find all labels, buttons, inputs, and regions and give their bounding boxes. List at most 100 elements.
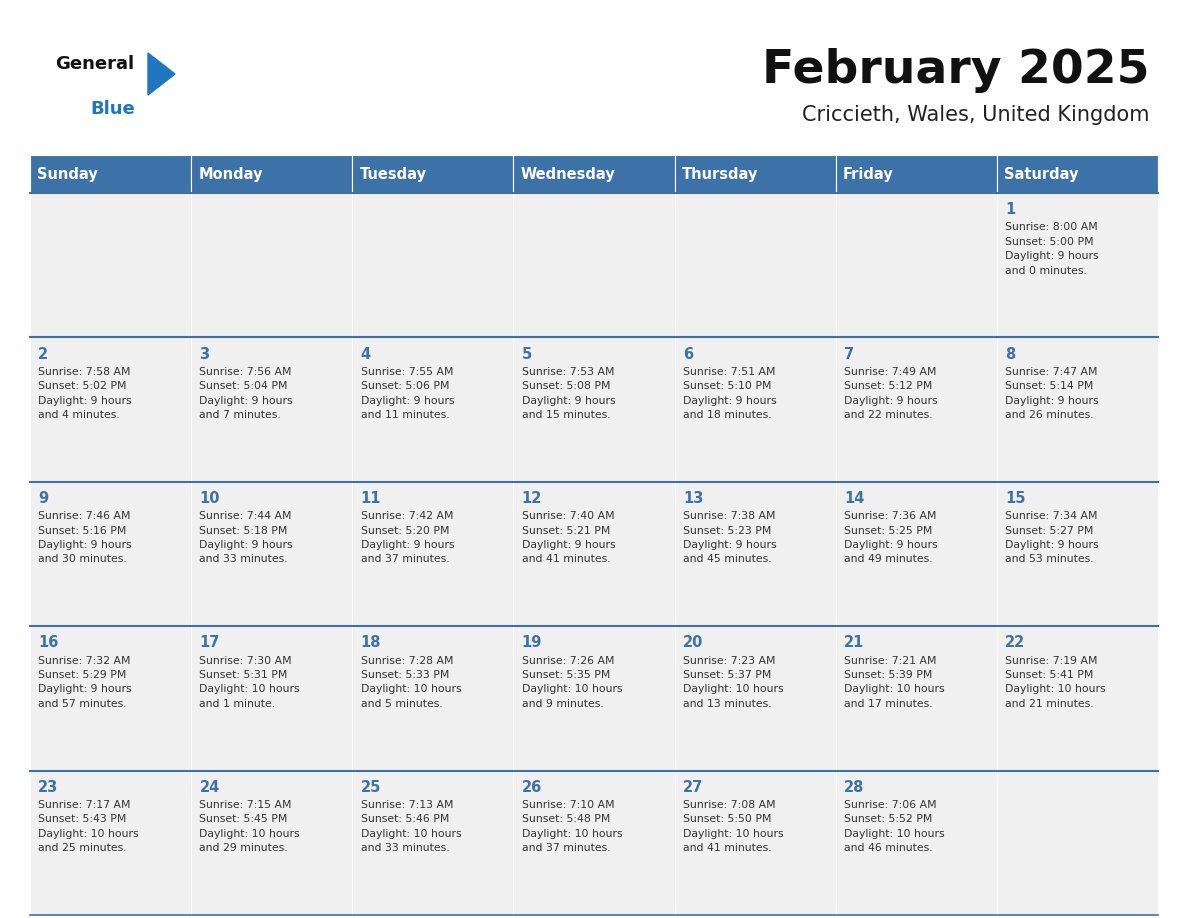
Bar: [513, 155, 675, 193]
Text: Friday: Friday: [842, 166, 893, 182]
Bar: [835, 626, 997, 770]
Bar: [997, 193, 1158, 338]
Bar: [513, 626, 675, 770]
Bar: [191, 482, 353, 626]
Text: Sunrise: 7:56 AM
Sunset: 5:04 PM
Daylight: 9 hours
and 7 minutes.: Sunrise: 7:56 AM Sunset: 5:04 PM Dayligh…: [200, 367, 293, 420]
Text: Sunrise: 7:06 AM
Sunset: 5:52 PM
Daylight: 10 hours
and 46 minutes.: Sunrise: 7:06 AM Sunset: 5:52 PM Dayligh…: [843, 800, 944, 853]
Bar: [675, 626, 835, 770]
Text: 16: 16: [38, 635, 58, 650]
Bar: [353, 770, 513, 915]
Bar: [191, 193, 353, 338]
Text: 24: 24: [200, 779, 220, 795]
Bar: [997, 155, 1158, 193]
Text: Sunday: Sunday: [37, 166, 97, 182]
Text: Sunrise: 7:26 AM
Sunset: 5:35 PM
Daylight: 10 hours
and 9 minutes.: Sunrise: 7:26 AM Sunset: 5:35 PM Dayligh…: [522, 655, 623, 709]
Bar: [513, 770, 675, 915]
Text: Sunrise: 7:34 AM
Sunset: 5:27 PM
Daylight: 9 hours
and 53 minutes.: Sunrise: 7:34 AM Sunset: 5:27 PM Dayligh…: [1005, 511, 1099, 565]
Text: 6: 6: [683, 347, 693, 362]
Bar: [513, 338, 675, 482]
Text: 13: 13: [683, 491, 703, 506]
Bar: [513, 482, 675, 626]
Bar: [353, 193, 513, 338]
Text: Sunrise: 8:00 AM
Sunset: 5:00 PM
Daylight: 9 hours
and 0 minutes.: Sunrise: 8:00 AM Sunset: 5:00 PM Dayligh…: [1005, 222, 1099, 275]
Text: Sunrise: 7:51 AM
Sunset: 5:10 PM
Daylight: 9 hours
and 18 minutes.: Sunrise: 7:51 AM Sunset: 5:10 PM Dayligh…: [683, 367, 777, 420]
Text: Criccieth, Wales, United Kingdom: Criccieth, Wales, United Kingdom: [803, 105, 1150, 125]
Bar: [353, 155, 513, 193]
Text: Sunrise: 7:23 AM
Sunset: 5:37 PM
Daylight: 10 hours
and 13 minutes.: Sunrise: 7:23 AM Sunset: 5:37 PM Dayligh…: [683, 655, 784, 709]
Bar: [675, 770, 835, 915]
Text: General: General: [55, 55, 134, 73]
Text: 23: 23: [38, 779, 58, 795]
Text: 27: 27: [683, 779, 703, 795]
Bar: [675, 338, 835, 482]
Text: 1: 1: [1005, 202, 1016, 218]
Text: Sunrise: 7:30 AM
Sunset: 5:31 PM
Daylight: 10 hours
and 1 minute.: Sunrise: 7:30 AM Sunset: 5:31 PM Dayligh…: [200, 655, 301, 709]
Text: 9: 9: [38, 491, 49, 506]
Text: 7: 7: [843, 347, 854, 362]
Bar: [835, 193, 997, 338]
Bar: [191, 626, 353, 770]
Bar: [30, 338, 191, 482]
Bar: [835, 482, 997, 626]
Text: Sunrise: 7:47 AM
Sunset: 5:14 PM
Daylight: 9 hours
and 26 minutes.: Sunrise: 7:47 AM Sunset: 5:14 PM Dayligh…: [1005, 367, 1099, 420]
Text: Sunrise: 7:13 AM
Sunset: 5:46 PM
Daylight: 10 hours
and 33 minutes.: Sunrise: 7:13 AM Sunset: 5:46 PM Dayligh…: [361, 800, 461, 853]
Bar: [997, 626, 1158, 770]
Text: 25: 25: [361, 779, 381, 795]
Text: 14: 14: [843, 491, 865, 506]
Bar: [191, 338, 353, 482]
Text: 22: 22: [1005, 635, 1025, 650]
Bar: [191, 770, 353, 915]
Bar: [675, 482, 835, 626]
Bar: [30, 193, 191, 338]
Text: Sunrise: 7:36 AM
Sunset: 5:25 PM
Daylight: 9 hours
and 49 minutes.: Sunrise: 7:36 AM Sunset: 5:25 PM Dayligh…: [843, 511, 937, 565]
Text: 17: 17: [200, 635, 220, 650]
Text: Sunrise: 7:44 AM
Sunset: 5:18 PM
Daylight: 9 hours
and 33 minutes.: Sunrise: 7:44 AM Sunset: 5:18 PM Dayligh…: [200, 511, 293, 565]
Text: 19: 19: [522, 635, 542, 650]
Bar: [835, 155, 997, 193]
Text: Monday: Monday: [198, 166, 263, 182]
Text: Sunrise: 7:17 AM
Sunset: 5:43 PM
Daylight: 10 hours
and 25 minutes.: Sunrise: 7:17 AM Sunset: 5:43 PM Dayligh…: [38, 800, 139, 853]
Text: 12: 12: [522, 491, 542, 506]
Bar: [835, 770, 997, 915]
Text: Sunrise: 7:53 AM
Sunset: 5:08 PM
Daylight: 9 hours
and 15 minutes.: Sunrise: 7:53 AM Sunset: 5:08 PM Dayligh…: [522, 367, 615, 420]
Text: 18: 18: [361, 635, 381, 650]
Text: 28: 28: [843, 779, 865, 795]
Bar: [997, 338, 1158, 482]
Bar: [30, 770, 191, 915]
Text: Sunrise: 7:19 AM
Sunset: 5:41 PM
Daylight: 10 hours
and 21 minutes.: Sunrise: 7:19 AM Sunset: 5:41 PM Dayligh…: [1005, 655, 1106, 709]
Text: Sunrise: 7:32 AM
Sunset: 5:29 PM
Daylight: 9 hours
and 57 minutes.: Sunrise: 7:32 AM Sunset: 5:29 PM Dayligh…: [38, 655, 132, 709]
Text: Sunrise: 7:58 AM
Sunset: 5:02 PM
Daylight: 9 hours
and 4 minutes.: Sunrise: 7:58 AM Sunset: 5:02 PM Dayligh…: [38, 367, 132, 420]
Text: 20: 20: [683, 635, 703, 650]
Text: Thursday: Thursday: [682, 166, 758, 182]
Text: 11: 11: [361, 491, 381, 506]
Bar: [30, 155, 191, 193]
Text: Saturday: Saturday: [1004, 166, 1079, 182]
Bar: [997, 770, 1158, 915]
Text: 8: 8: [1005, 347, 1016, 362]
Text: Sunrise: 7:28 AM
Sunset: 5:33 PM
Daylight: 10 hours
and 5 minutes.: Sunrise: 7:28 AM Sunset: 5:33 PM Dayligh…: [361, 655, 461, 709]
Text: 26: 26: [522, 779, 542, 795]
Text: Blue: Blue: [90, 100, 134, 118]
Polygon shape: [148, 53, 175, 95]
Bar: [675, 155, 835, 193]
Text: Sunrise: 7:15 AM
Sunset: 5:45 PM
Daylight: 10 hours
and 29 minutes.: Sunrise: 7:15 AM Sunset: 5:45 PM Dayligh…: [200, 800, 301, 853]
Bar: [513, 193, 675, 338]
Text: Sunrise: 7:42 AM
Sunset: 5:20 PM
Daylight: 9 hours
and 37 minutes.: Sunrise: 7:42 AM Sunset: 5:20 PM Dayligh…: [361, 511, 454, 565]
Text: Sunrise: 7:55 AM
Sunset: 5:06 PM
Daylight: 9 hours
and 11 minutes.: Sunrise: 7:55 AM Sunset: 5:06 PM Dayligh…: [361, 367, 454, 420]
Bar: [30, 482, 191, 626]
Text: Wednesday: Wednesday: [520, 166, 615, 182]
Bar: [353, 482, 513, 626]
Bar: [997, 482, 1158, 626]
Text: February 2025: February 2025: [763, 48, 1150, 93]
Text: 10: 10: [200, 491, 220, 506]
Text: 15: 15: [1005, 491, 1025, 506]
Bar: [353, 626, 513, 770]
Text: Sunrise: 7:38 AM
Sunset: 5:23 PM
Daylight: 9 hours
and 45 minutes.: Sunrise: 7:38 AM Sunset: 5:23 PM Dayligh…: [683, 511, 777, 565]
Text: 21: 21: [843, 635, 865, 650]
Text: 2: 2: [38, 347, 49, 362]
Text: Sunrise: 7:21 AM
Sunset: 5:39 PM
Daylight: 10 hours
and 17 minutes.: Sunrise: 7:21 AM Sunset: 5:39 PM Dayligh…: [843, 655, 944, 709]
Text: Sunrise: 7:10 AM
Sunset: 5:48 PM
Daylight: 10 hours
and 37 minutes.: Sunrise: 7:10 AM Sunset: 5:48 PM Dayligh…: [522, 800, 623, 853]
Text: Sunrise: 7:46 AM
Sunset: 5:16 PM
Daylight: 9 hours
and 30 minutes.: Sunrise: 7:46 AM Sunset: 5:16 PM Dayligh…: [38, 511, 132, 565]
Text: Sunrise: 7:49 AM
Sunset: 5:12 PM
Daylight: 9 hours
and 22 minutes.: Sunrise: 7:49 AM Sunset: 5:12 PM Dayligh…: [843, 367, 937, 420]
Bar: [191, 155, 353, 193]
